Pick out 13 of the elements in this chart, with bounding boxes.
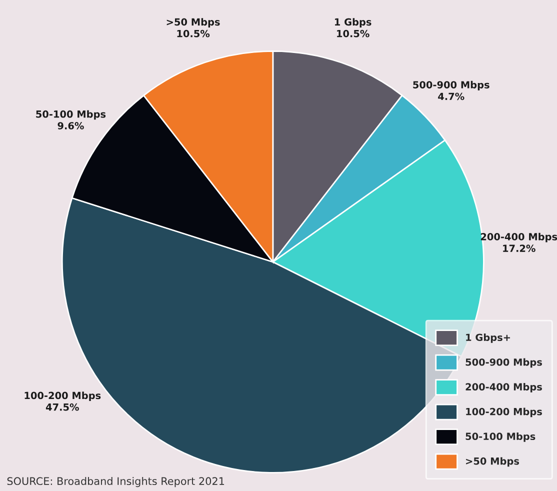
- legend-label: 100-200 Mbps: [466, 408, 542, 418]
- data-label: 500-900 Mbps 4.7%: [413, 80, 490, 100]
- data-label: 100-200 Mbps 47.5%: [24, 392, 101, 411]
- data-label: 50-100 Mbps 9.6%: [36, 110, 106, 130]
- legend-label: 50-100 Mbps: [466, 432, 536, 442]
- source-note: SOURCE: Broadband Insights Report 2021: [7, 476, 224, 488]
- legend-label: 200-400 Mbps: [466, 383, 542, 392]
- legend-label: 1 Gbps+: [466, 334, 510, 343]
- legend-label: 500-900 Mbps: [466, 358, 542, 368]
- data-label: >50 Mbps 10.5%: [166, 18, 220, 38]
- data-label: 1 Gbps 10.5%: [334, 18, 372, 38]
- legend-label: >50 Mbps: [466, 457, 520, 467]
- data-label: 200-400 Mbps 17.2%: [480, 232, 557, 252]
